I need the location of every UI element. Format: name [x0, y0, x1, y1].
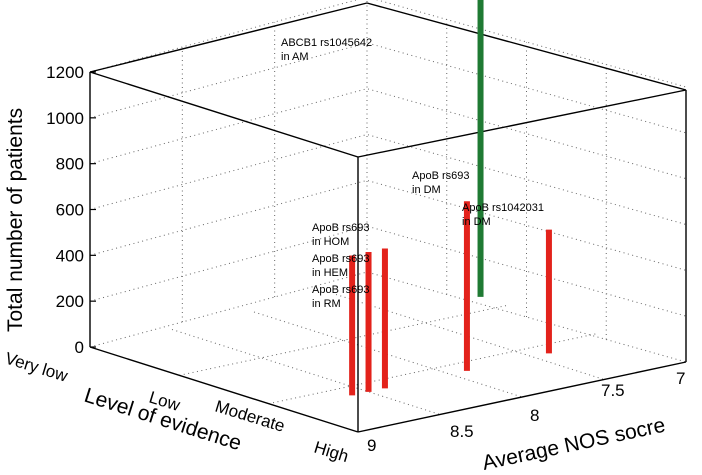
z-tick-label: 600 [56, 201, 84, 220]
bar-label-line: in DM [462, 216, 491, 228]
grid-line-z [89, 88, 687, 180]
nos-tick-label: 7.5 [601, 381, 625, 400]
bar-label-line: ApoB rs693 [312, 222, 369, 234]
grid-line-floor-back [89, 271, 687, 363]
z-tick-label: 200 [56, 292, 84, 311]
bar-label-line: in AM [281, 51, 309, 63]
bar-label-line: in DM [412, 184, 441, 196]
grid-line-z [89, 133, 687, 225]
bar-label: ApoB rs693 in HOM [312, 222, 369, 248]
grid-line-floor [335, 294, 605, 380]
grid-line-floor [171, 329, 441, 415]
x-axis-label: Average NOS socre [480, 414, 667, 475]
axes-box [89, 2, 687, 433]
bar-label-line: in HOM [312, 236, 349, 248]
nos-tick-label: 8 [530, 406, 539, 425]
bar-label: ApoB rs1042031 in DM [462, 202, 544, 228]
nos-tick-label: 9 [367, 436, 376, 455]
nos-tick-label: 8.5 [450, 422, 474, 441]
bar-label: ApoB rs693 in DM [412, 170, 469, 196]
bar-label-line: in HEM [312, 267, 348, 279]
bar-label: ApoB rs693 in RM [312, 284, 369, 310]
grid-line-z [89, 225, 687, 317]
grid-line-z [89, 179, 687, 271]
grid-line-floor [268, 333, 597, 405]
grid-line-z [89, 42, 687, 134]
bar-label-line: ABCB1 rs1045642 [281, 37, 372, 49]
grid-line-z [89, 0, 687, 88]
bar-label-line: in RM [312, 298, 341, 310]
bars [349, 0, 552, 396]
z-axis-label: Total number of patients [4, 108, 27, 332]
bar-label: ApoB rs693 in HEM [312, 253, 369, 279]
bar-label-line: ApoB rs1042031 [462, 202, 544, 214]
bar-label: ABCB1 rs1045642 in AM [281, 37, 372, 63]
grid-lines [89, 0, 687, 415]
evidence-tick-label: High [312, 438, 351, 466]
z-tick-label: 1200 [46, 63, 84, 82]
z-tick-label: 0 [75, 338, 84, 357]
z-tick-label: 400 [56, 246, 84, 265]
bar-label-line: ApoB rs693 [412, 170, 469, 182]
z-tick-label: 1000 [46, 109, 84, 128]
bar-label-line: ApoB rs693 [312, 253, 369, 265]
bar-label-line: ApoB rs693 [312, 284, 369, 296]
grid-line-floor [253, 311, 523, 398]
z-tick-label: 800 [56, 155, 84, 174]
grid-line-floor [179, 304, 508, 376]
nos-tick-label: 7 [676, 369, 685, 388]
evidence-tick-label: Very low [3, 349, 71, 386]
